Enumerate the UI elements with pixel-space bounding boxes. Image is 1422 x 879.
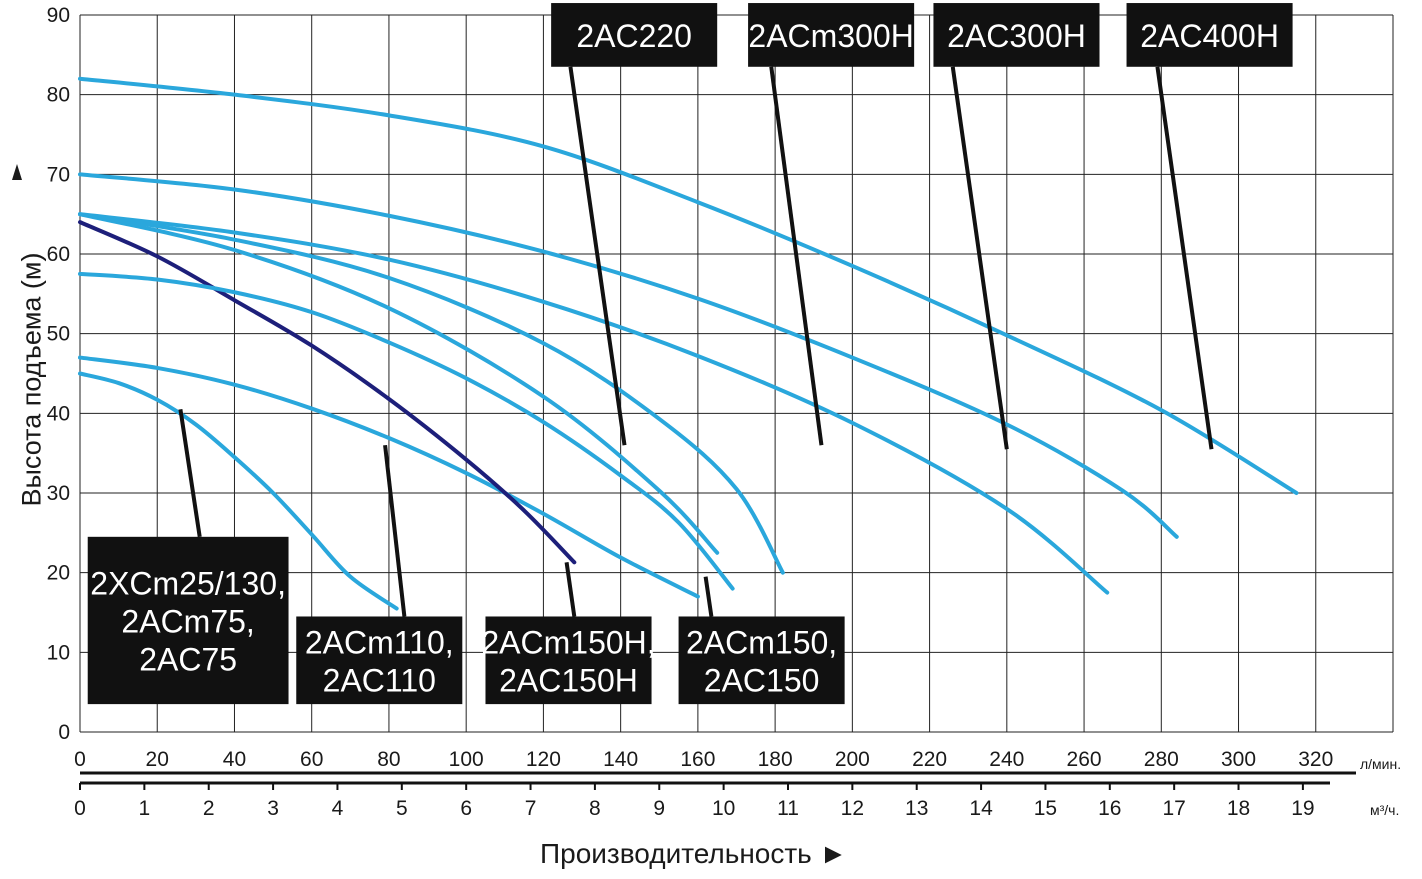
- callout-box: [551, 3, 718, 67]
- x-tick-label: 0: [74, 748, 86, 771]
- x-tick-label: 100: [449, 748, 484, 771]
- callout-label: 2ACm300H: [748, 18, 913, 54]
- x-tick-label: 180: [758, 748, 793, 771]
- callout-label: 2AC150H: [499, 662, 638, 698]
- x2-tick-label: 16: [1098, 797, 1121, 820]
- callout-label: 2AC300H: [947, 18, 1086, 54]
- callout-box: [678, 616, 845, 705]
- callout-label: 2AC110: [323, 662, 436, 698]
- callout-label: 2ACm110,: [305, 624, 454, 660]
- x2-tick-label: 5: [396, 797, 408, 820]
- series-line: [78, 212, 1110, 595]
- x-axis-label: Производительность ►: [540, 838, 848, 869]
- callout-label: 2ACm75,: [121, 603, 254, 639]
- series-line: [78, 172, 1179, 539]
- callout-leader-line: [383, 444, 407, 617]
- callout-box: [933, 3, 1100, 67]
- y-tick-label: 60: [47, 243, 70, 266]
- x-tick-label: 80: [377, 748, 400, 771]
- x2-tick-label: 17: [1162, 797, 1185, 820]
- x-tick-label: 60: [300, 748, 323, 771]
- series-line: [78, 271, 735, 591]
- series-line: [78, 212, 785, 575]
- callout-box: [87, 536, 289, 705]
- x-tick-label: 20: [146, 748, 169, 771]
- y-tick-label: 50: [47, 323, 70, 346]
- series-line: [78, 76, 1299, 495]
- y-axis-label: Высота подъема (м): [16, 252, 47, 507]
- series-line: [78, 220, 577, 565]
- x-unit-label: л/мин.: [1360, 756, 1401, 772]
- x2-tick-label: 7: [525, 797, 537, 820]
- callout-box: [296, 616, 463, 705]
- chart-series: [78, 76, 1299, 611]
- x-tick-label: 200: [835, 748, 870, 771]
- chart-callouts: 2AC220 2ACm300H 2AC300H 2AC400H2XCm25/130,2…: [87, 3, 1293, 705]
- y-tick-label: 90: [47, 4, 70, 27]
- callout-leader-line: [950, 66, 1009, 450]
- series-line: [78, 355, 700, 599]
- callout-label: 2AC75: [139, 641, 237, 677]
- callout-label: 2AC220: [576, 18, 692, 54]
- x2-tick-label: 14: [969, 797, 993, 820]
- x-tick-label: 40: [223, 748, 246, 771]
- x2-tick-label: 12: [841, 797, 864, 820]
- x2-tick-label: 15: [1034, 797, 1057, 820]
- callout-box: [1126, 3, 1293, 67]
- callout-leader-line: [1155, 66, 1214, 450]
- callout-leader-line: [568, 66, 627, 446]
- x2-tick-label: 2: [203, 797, 215, 820]
- x2-tick-label: 18: [1227, 797, 1250, 820]
- y-tick-label: 70: [47, 163, 70, 186]
- callout-leader-line: [564, 562, 577, 617]
- x-tick-label: 140: [603, 748, 638, 771]
- callout-leader-line: [178, 409, 202, 538]
- series-line: [78, 371, 399, 611]
- y-tick-label: 10: [47, 641, 70, 664]
- x2-tick-label: 19: [1291, 797, 1314, 820]
- x2-tick-label: 11: [777, 797, 799, 820]
- x2-unit-label: м³/ч.: [1370, 802, 1399, 818]
- x2-tick-label: 3: [267, 797, 279, 820]
- series-line: [78, 212, 720, 555]
- callout-label: 2AC150: [704, 662, 820, 698]
- x2-tick-label: 4: [332, 797, 344, 820]
- x-tick-label: 320: [1298, 748, 1333, 771]
- x-tick-label: 300: [1221, 748, 1256, 771]
- x-tick-label: 220: [912, 748, 947, 771]
- x2-tick-label: 10: [712, 797, 735, 820]
- callout-box: [748, 3, 915, 67]
- x-tick-label: 160: [680, 748, 715, 771]
- callout-leader-line: [769, 66, 824, 446]
- x2-tick-label: 9: [653, 797, 665, 820]
- y-tick-label: 80: [47, 84, 70, 107]
- y-axis-arrow-icon: [12, 164, 22, 180]
- x-tick-label: 260: [1067, 748, 1102, 771]
- x2-tick-label: 6: [460, 797, 472, 820]
- callout-leader-line: [703, 576, 714, 617]
- callout-box: [485, 616, 652, 705]
- x2-tick-label: 0: [74, 797, 86, 820]
- y-tick-label: 20: [47, 562, 70, 585]
- x-tick-label: 120: [526, 748, 561, 771]
- y-tick-label: 40: [47, 402, 70, 425]
- y-tick-label: 0: [58, 721, 70, 744]
- x-tick-label: 280: [1144, 748, 1179, 771]
- x-tick-label: 240: [989, 748, 1024, 771]
- callout-label: 2ACm150H,: [481, 624, 655, 660]
- callout-label: 2XCm25/130,: [90, 565, 286, 601]
- callout-label: 2AC400H: [1140, 18, 1279, 54]
- y-tick-label: 30: [47, 482, 70, 505]
- x2-tick-label: 13: [905, 797, 928, 820]
- x2-tick-label: 1: [139, 797, 151, 820]
- callout-label: 2ACm150,: [686, 624, 837, 660]
- x2-tick-label: 8: [589, 797, 601, 820]
